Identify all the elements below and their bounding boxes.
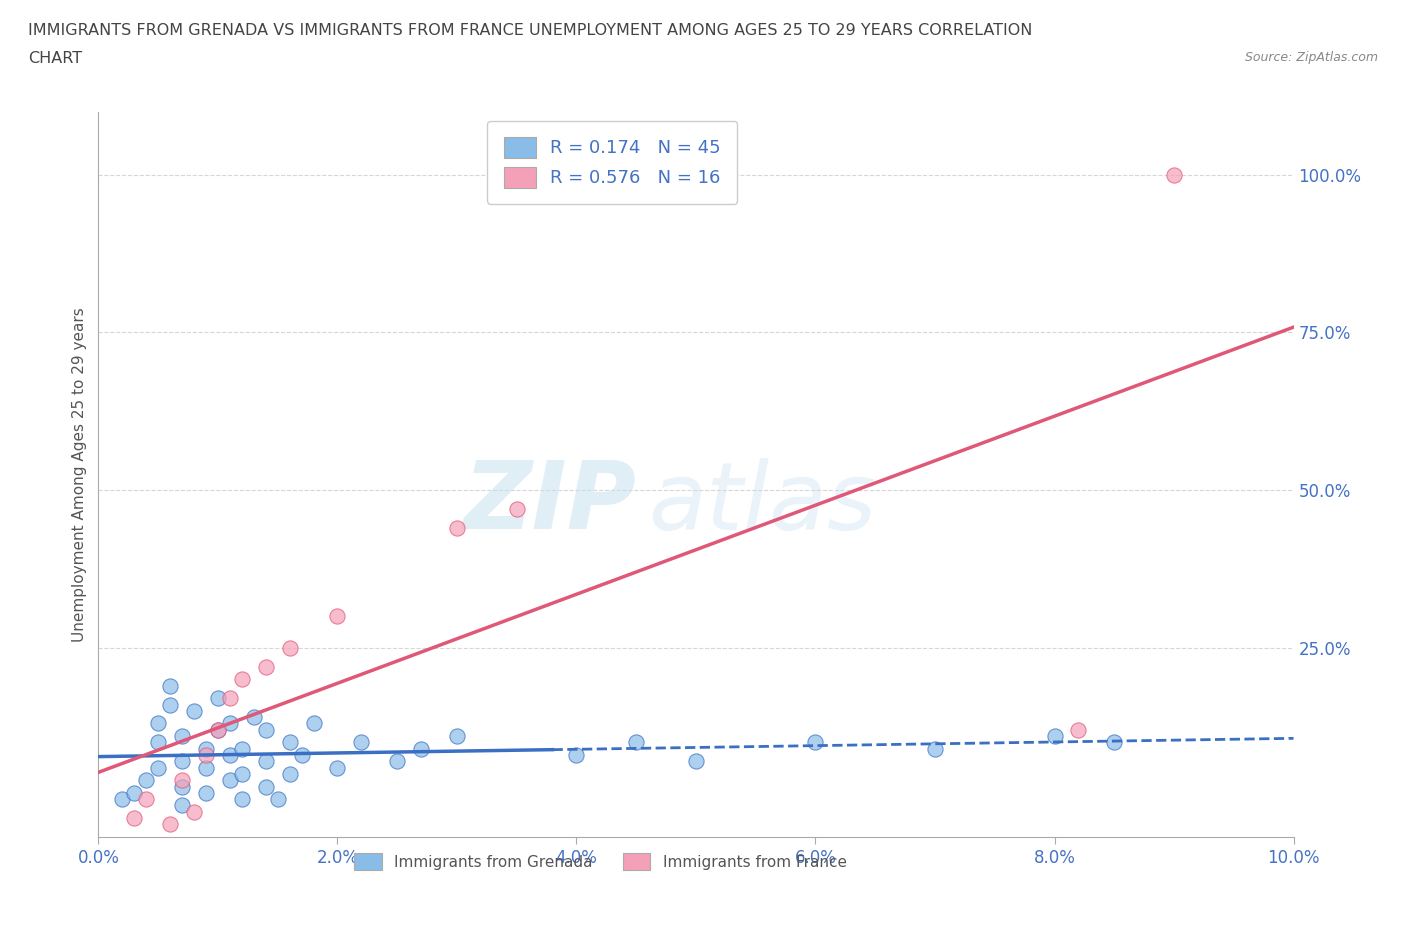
Point: [148, 760, 170, 775]
Point: [1104, 735, 1126, 750]
Point: [183, 703, 205, 718]
Point: [254, 754, 277, 769]
Point: [207, 691, 229, 706]
Point: [159, 678, 181, 693]
Point: [446, 728, 468, 743]
Point: [350, 735, 373, 750]
Point: [172, 773, 194, 788]
Text: Source: ZipAtlas.com: Source: ZipAtlas.com: [1244, 51, 1378, 64]
Point: [254, 723, 277, 737]
Point: [506, 501, 529, 516]
Point: [124, 811, 146, 826]
Point: [172, 754, 194, 769]
Point: [267, 791, 290, 806]
Text: CHART: CHART: [28, 51, 82, 66]
Point: [207, 723, 229, 737]
Point: [219, 716, 242, 731]
Point: [565, 748, 588, 763]
Point: [446, 521, 468, 536]
Point: [278, 641, 301, 656]
Point: [1067, 723, 1090, 737]
Point: [685, 754, 707, 769]
Point: [231, 766, 253, 781]
Point: [291, 748, 314, 763]
Text: atlas: atlas: [648, 458, 876, 549]
Y-axis label: Unemployment Among Ages 25 to 29 years: Unemployment Among Ages 25 to 29 years: [72, 307, 87, 642]
Point: [219, 691, 242, 706]
Text: IMMIGRANTS FROM GRENADA VS IMMIGRANTS FROM FRANCE UNEMPLOYMENT AMONG AGES 25 TO : IMMIGRANTS FROM GRENADA VS IMMIGRANTS FR…: [28, 23, 1032, 38]
Point: [195, 760, 218, 775]
Point: [159, 698, 181, 712]
Legend: Immigrants from Grenada, Immigrants from France: Immigrants from Grenada, Immigrants from…: [349, 846, 852, 876]
Point: [159, 817, 181, 831]
Point: [326, 609, 349, 624]
Point: [219, 773, 242, 788]
Text: ZIP: ZIP: [464, 458, 637, 550]
Point: [254, 779, 277, 794]
Point: [148, 716, 170, 731]
Point: [111, 791, 134, 806]
Point: [135, 773, 157, 788]
Point: [195, 748, 218, 763]
Point: [326, 760, 349, 775]
Point: [231, 671, 253, 686]
Point: [148, 735, 170, 750]
Point: [207, 723, 229, 737]
Point: [231, 791, 253, 806]
Point: [411, 741, 433, 756]
Point: [385, 754, 409, 769]
Point: [172, 798, 194, 813]
Point: [1163, 167, 1185, 182]
Point: [924, 741, 946, 756]
Point: [135, 791, 157, 806]
Point: [1043, 728, 1066, 743]
Point: [195, 786, 218, 801]
Point: [183, 804, 205, 819]
Point: [231, 741, 253, 756]
Point: [243, 710, 266, 724]
Point: [124, 786, 146, 801]
Point: [254, 659, 277, 674]
Point: [302, 716, 325, 731]
Point: [172, 779, 194, 794]
Point: [804, 735, 827, 750]
Point: [219, 748, 242, 763]
Point: [195, 741, 218, 756]
Point: [626, 735, 648, 750]
Point: [278, 735, 301, 750]
Point: [278, 766, 301, 781]
Point: [172, 728, 194, 743]
